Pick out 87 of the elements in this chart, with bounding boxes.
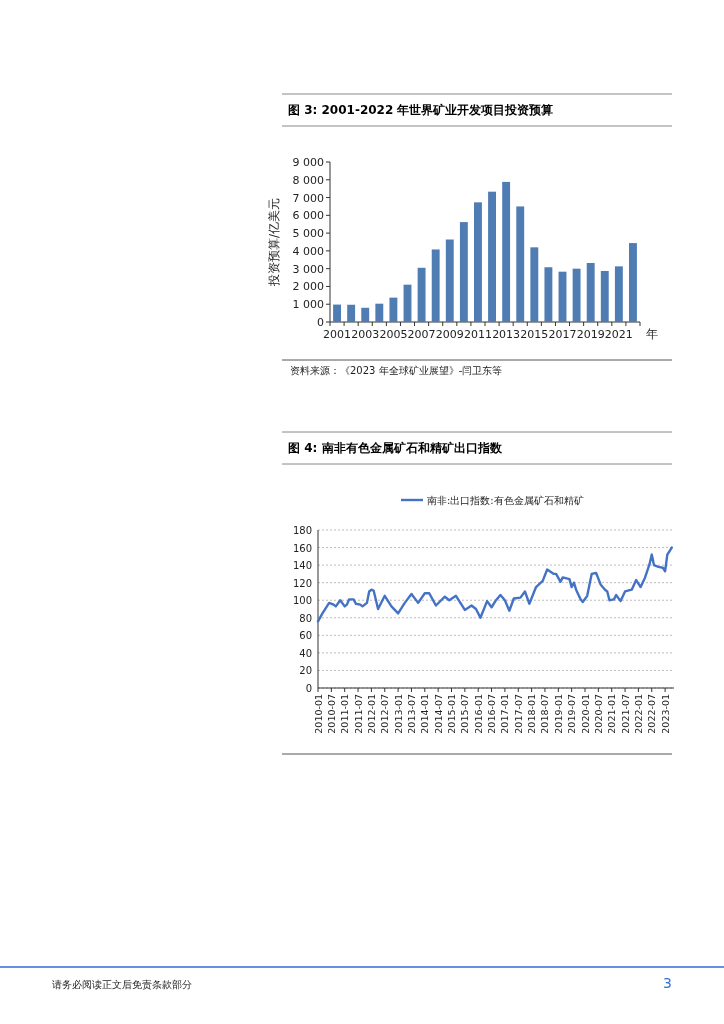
y-tick-label: 9 000	[292, 156, 324, 169]
y-tick-label: 4 000	[292, 244, 324, 258]
y-tick-label: 2 000	[292, 280, 324, 294]
x-tick-label: 2007	[407, 328, 436, 341]
chart-title: 图 4: 南非有色金属矿石和精矿出口指数	[288, 441, 503, 455]
x-tick-label: 2015-07	[459, 694, 471, 734]
y-tick-label: 80	[299, 612, 312, 624]
x-tick-label: 2011	[463, 328, 492, 341]
x-tick-label: 2013	[492, 328, 521, 341]
bar	[445, 239, 454, 322]
line-series	[316, 546, 673, 623]
x-tick-label: 2020-07	[592, 694, 604, 734]
y-tick-label: 0	[317, 316, 324, 329]
x-tick-label: 2011-07	[352, 694, 364, 734]
chart-title: 图 3: 2001-2022 年世界矿业开发项目投资预算	[288, 103, 554, 117]
bar	[459, 222, 468, 322]
x-tick-label: 2015	[520, 328, 549, 341]
y-tick-label: 120	[292, 577, 312, 589]
y-tick-label: 3 000	[292, 262, 324, 276]
bar	[361, 307, 370, 322]
bar	[544, 267, 553, 322]
x-tick-label: 2013-01	[392, 694, 404, 734]
x-tick-label: 2018-07	[539, 694, 551, 734]
y-tick-label: 60	[299, 630, 312, 642]
x-tick-label: 2019-07	[566, 694, 578, 734]
x-tick-label: 2017-07	[512, 694, 524, 734]
x-tick-label: 2011-01	[339, 694, 351, 734]
bar	[614, 266, 623, 322]
y-tick-label: 6 000	[292, 209, 324, 223]
bar	[530, 247, 539, 322]
bar	[586, 262, 595, 322]
x-tick-label: 2012-07	[379, 694, 391, 734]
x-tick-label: 2010-01	[312, 694, 324, 734]
bar	[629, 243, 637, 322]
x-tick-label: 2016-01	[472, 694, 484, 734]
legend-label: 南非:出口指数:有色金属矿石和精矿	[427, 495, 584, 506]
y-tick-label: 0	[305, 683, 312, 694]
bar	[488, 191, 496, 322]
x-tick-label: 2001	[323, 328, 352, 341]
x-tick-label: 2022-07	[646, 694, 658, 734]
x-tick-label: 2014-01	[419, 694, 431, 734]
x-tick-label: 2017-01	[499, 694, 511, 734]
y-tick-label: 100	[292, 595, 312, 607]
x-tick-label: 2003	[351, 328, 380, 341]
x-tick-label: 2022-01	[632, 694, 644, 734]
x-tick-label: 2021	[604, 328, 633, 341]
x-tick-label: 2015-01	[446, 694, 457, 734]
y-tick-label: 20	[299, 665, 312, 677]
x-tick-label: 2021-01	[606, 694, 618, 734]
x-tick-label: 2021-07	[619, 694, 631, 734]
bar	[600, 270, 609, 322]
x-tick-label: 2013-07	[405, 694, 417, 734]
y-tick-label: 7 000	[292, 191, 324, 205]
y-axis-title: 投资预算/亿美元	[267, 197, 281, 288]
bar	[431, 249, 440, 322]
y-tick-label: 5 000	[292, 227, 324, 241]
x-tick-label: 2020-01	[579, 694, 591, 734]
x-tick-label: 2005	[379, 328, 408, 341]
x-tick-label: 2023-01	[659, 694, 671, 734]
y-tick-label: 1 000	[292, 298, 324, 312]
x-tick-label: 2016-07	[486, 694, 498, 734]
x-tick-label: 2019	[576, 328, 605, 341]
x-axis-title: 年	[646, 327, 658, 341]
bar	[417, 267, 426, 322]
y-tick-label: 140	[292, 560, 312, 572]
y-tick-label: 180	[292, 525, 312, 536]
text: 3	[663, 975, 672, 991]
x-tick-label: 2019-01	[552, 694, 564, 734]
x-tick-label: 2009	[435, 328, 464, 341]
bar	[333, 304, 341, 322]
x-tick-label: 2010-07	[325, 694, 337, 734]
x-tick-label: 2014-07	[432, 694, 444, 734]
x-tick-label: 2017	[548, 328, 577, 341]
bar	[474, 202, 482, 322]
bar	[502, 181, 511, 322]
text: 资料来源：《2023 年全球矿业展望》-闫卫东等	[290, 365, 503, 376]
text: 请务必阅读正文后免责条款部分	[52, 979, 192, 990]
bar	[347, 304, 356, 322]
bar	[572, 268, 581, 322]
x-tick-label: 2018-01	[526, 694, 538, 734]
y-tick-label: 160	[292, 542, 312, 554]
y-tick-label: 8 000	[292, 173, 324, 187]
bar	[516, 206, 525, 322]
bar	[389, 297, 398, 322]
bar	[375, 303, 384, 322]
x-tick-label: 2012-01	[365, 694, 377, 734]
y-tick-label: 40	[299, 647, 312, 659]
